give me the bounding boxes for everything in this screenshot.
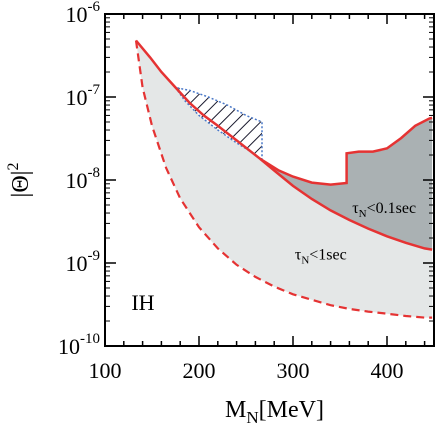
y-tick-label: 10-8 <box>66 165 101 193</box>
x-tick-label: 100 <box>89 358 122 383</box>
x-tick-label: 200 <box>183 358 216 383</box>
annotations: τN<0.1sec τN<1sec IH <box>131 200 416 315</box>
axes: 100 200 300 400 10-10 10-9 10-8 10-7 10-6 MN[MeV]… <box>5 0 435 425</box>
annotation-lifetime-1: τN<1sec <box>295 247 347 267</box>
x-tick-label: 400 <box>371 358 404 383</box>
y-tick-label: 10-9 <box>66 248 101 276</box>
plot-layers <box>134 39 433 319</box>
y-tick-label: 10-7 <box>66 82 101 110</box>
lower-boundary-dashed-line <box>134 40 433 319</box>
upper-boundary-line <box>135 39 433 251</box>
x-tick-label: 300 <box>277 358 310 383</box>
annotation-lifetime-0: τN<0.1sec <box>352 200 416 220</box>
dark-region-boundary-line <box>259 116 433 186</box>
annotation-ih: IH <box>131 290 154 315</box>
y-tick-label: 10-10 <box>58 331 100 359</box>
y-axis-title: |Θ|2 <box>5 163 34 198</box>
x-axis-title: MN[MeV] <box>225 397 324 425</box>
y-tick-label: 10-6 <box>66 0 101 27</box>
